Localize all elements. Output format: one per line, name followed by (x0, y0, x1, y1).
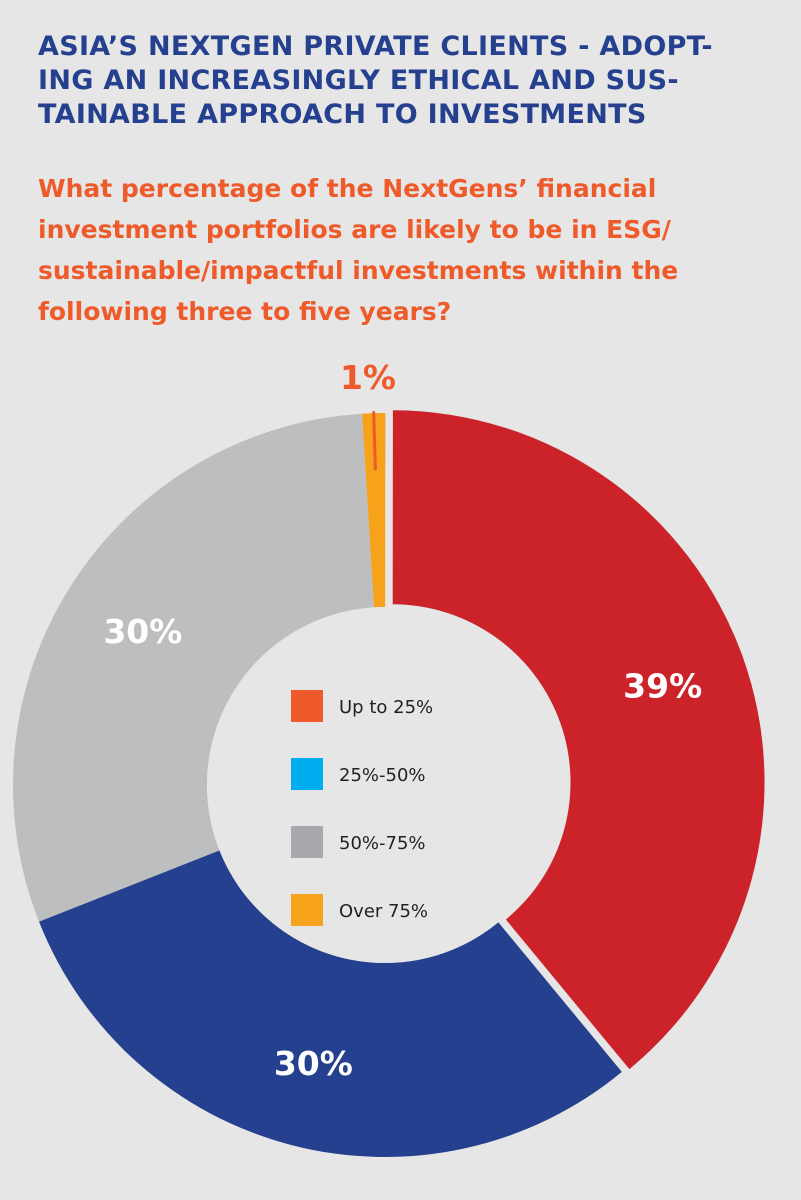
slice-value-label: 1% (340, 358, 396, 397)
title-line: TAINABLE APPROACH TO INVESTMENTS (38, 99, 647, 130)
legend-item: 50%-75% (291, 826, 426, 858)
leader-line (372, 411, 377, 471)
legend-label: 25%-50% (339, 765, 426, 786)
title-line: ASIA’S NEXTGEN PRIVATE CLIENTS - ADOPT- (38, 31, 713, 62)
donut-slice-1 (392, 410, 765, 1070)
legend-label: Over 75% (339, 901, 428, 922)
legend-item: Up to 25% (291, 690, 433, 722)
legend-label: Up to 25% (339, 697, 433, 718)
legend-swatch (291, 758, 323, 790)
legend-swatch (291, 894, 323, 926)
chart-legend: Up to 25% 25%-50% 50%-75% Over 75% (291, 690, 433, 926)
question-line: investment portfolios are likely to be i… (38, 215, 671, 244)
donut-slices (13, 410, 765, 1158)
legend-item: Over 75% (291, 894, 428, 926)
question-line: following three to five years? (38, 297, 452, 326)
chart-question: What percentage of the NextGens’ financi… (38, 168, 768, 332)
title-line: ING AN INCREASINGLY ETHICAL AND SUS- (38, 65, 679, 96)
legend-swatch (291, 690, 323, 722)
legend-label: 50%-75% (339, 833, 426, 854)
slice-labels: 39% 30% 30% 1% (103, 358, 702, 1083)
legend-swatch (291, 826, 323, 858)
donut-slice-2 (38, 850, 622, 1158)
donut-slice-4 (362, 413, 386, 608)
donut-slice-3 (13, 413, 375, 922)
question-line: What percentage of the NextGens’ financi… (38, 174, 657, 203)
legend-item: 25%-50% (291, 758, 426, 790)
slice-value-label: 30% (103, 612, 182, 651)
question-line: sustainable/impactful investments within… (38, 256, 679, 285)
chart-title: ASIA’S NEXTGEN PRIVATE CLIENTS - ADOPT- … (38, 30, 768, 132)
slice-value-label: 39% (623, 666, 702, 705)
slice-value-label: 30% (274, 1044, 353, 1083)
